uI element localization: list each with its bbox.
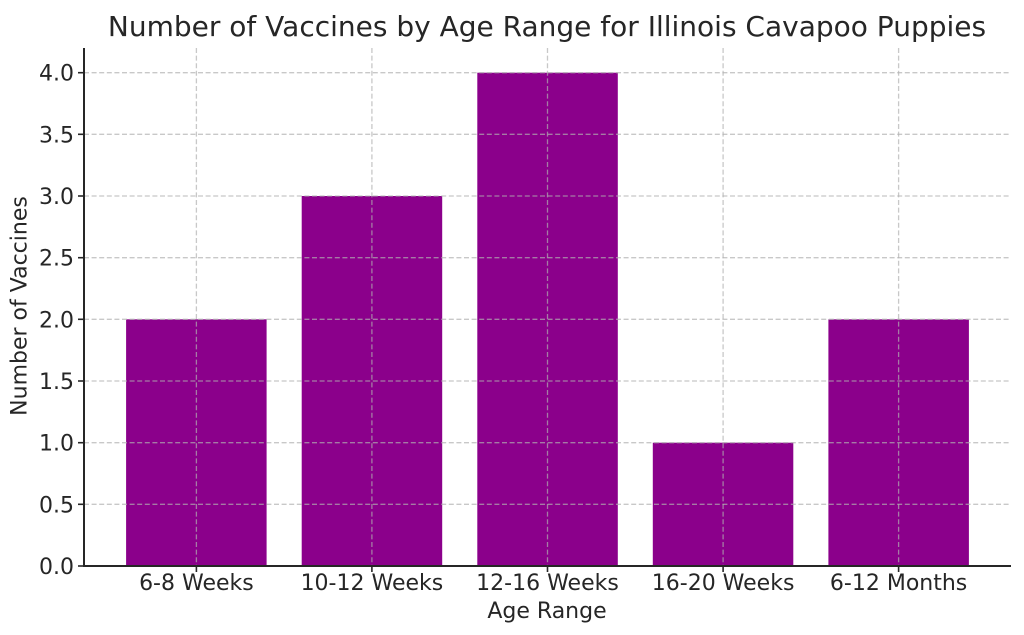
x-axis-label: Age Range	[487, 599, 607, 624]
y-tick-label: 2.0	[39, 308, 74, 333]
y-tick-label: 1.0	[39, 432, 74, 457]
y-tick-label: 3.5	[39, 123, 74, 148]
chart-title: Number of Vaccines by Age Range for Illi…	[107, 10, 987, 43]
y-tick-label: 4.0	[39, 62, 74, 87]
y-tick-label: 3.0	[39, 185, 74, 210]
y-tick-label: 0.5	[39, 493, 74, 518]
x-tick-label: 10-12 Weeks	[301, 571, 444, 596]
x-tick-label: 12-16 Weeks	[476, 571, 619, 596]
y-tick-label: 2.5	[39, 247, 74, 272]
x-tick-label: 16-20 Weeks	[652, 571, 795, 596]
y-tick-label: 0.0	[39, 555, 74, 580]
y-tick-label: 1.5	[39, 370, 74, 395]
x-tick-label: 6-12 Months	[830, 571, 967, 596]
x-tick-label: 6-8 Weeks	[139, 571, 254, 596]
